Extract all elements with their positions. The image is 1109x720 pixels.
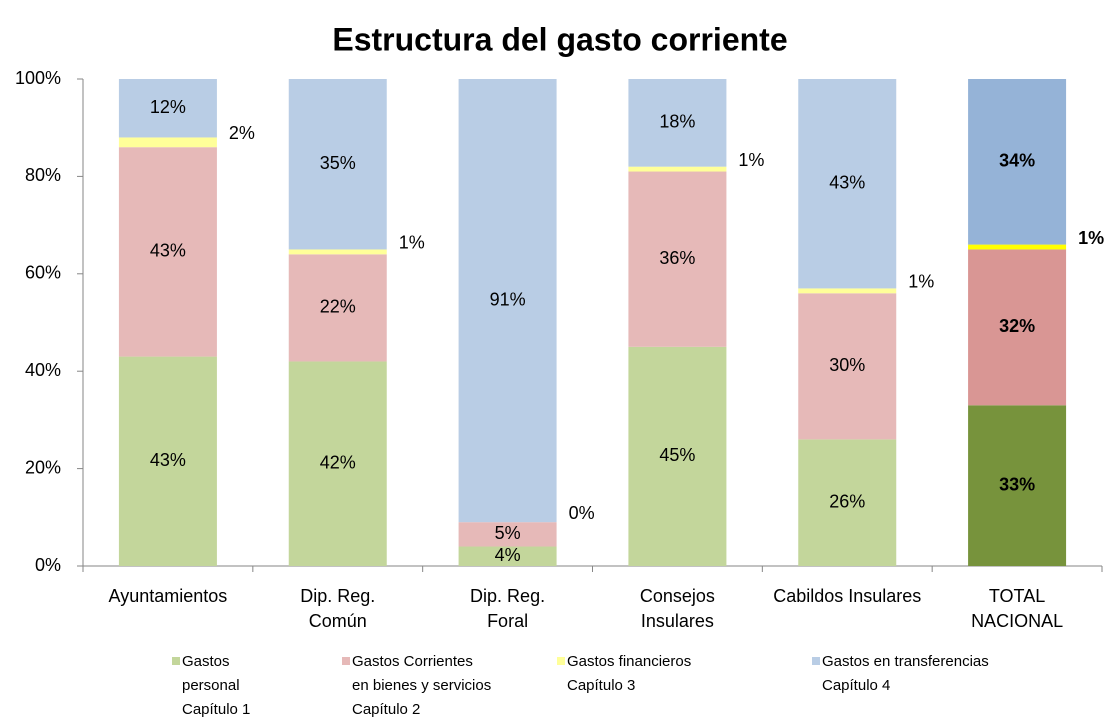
data-label: 30%	[829, 355, 865, 375]
data-label: 34%	[999, 151, 1035, 171]
bar-segment	[118, 79, 217, 138]
data-label: 33%	[999, 474, 1035, 494]
bar-segment	[798, 293, 897, 440]
bar-segment	[288, 249, 387, 255]
data-label: 42%	[320, 452, 356, 472]
data-label: 12%	[150, 97, 186, 117]
x-tick-label: Cabildos Insulares	[773, 586, 921, 606]
bar-segment	[118, 147, 217, 357]
data-label: 36%	[659, 248, 695, 268]
data-label: 22%	[320, 297, 356, 317]
data-label: 1%	[399, 233, 425, 253]
bar-segment	[118, 137, 217, 148]
x-tick-label: Ayuntamientos	[109, 586, 228, 606]
bar-segment	[628, 166, 727, 172]
data-label: 32%	[999, 316, 1035, 336]
y-tick-label: 40%	[25, 360, 61, 380]
legend-label: en bienes y servicios	[352, 677, 491, 694]
legend-label: Capítulo 1	[182, 701, 250, 718]
y-tick-label: 0%	[35, 555, 61, 575]
data-label: 43%	[150, 450, 186, 470]
data-label: 1%	[908, 272, 934, 292]
x-tick-label: Dip. Reg.	[300, 586, 375, 606]
bar-segment	[118, 356, 217, 566]
bar-segment	[458, 546, 557, 566]
legend-label: Gastos Corrientes	[352, 653, 473, 670]
x-tick-label: Común	[309, 611, 367, 631]
data-label: 43%	[829, 172, 865, 192]
data-label: 43%	[150, 241, 186, 261]
x-tick-label: Foral	[487, 611, 528, 631]
bar-segment	[798, 79, 897, 289]
x-tick-label: TOTAL	[989, 586, 1045, 606]
y-tick-label: 80%	[25, 165, 61, 185]
x-tick-label: NACIONAL	[971, 611, 1063, 631]
bar-segment	[288, 79, 387, 250]
bar-segment	[798, 288, 897, 294]
legend-swatch	[812, 657, 820, 665]
y-tick-label: 60%	[25, 263, 61, 283]
legend-label: Capítulo 2	[352, 701, 420, 718]
legend-label: Capítulo 3	[567, 677, 635, 694]
legend-label: Capítulo 4	[822, 677, 890, 694]
legend-label: Gastos	[182, 653, 230, 670]
chart-title: Estructura del gasto corriente	[332, 21, 787, 57]
data-label: 0%	[569, 503, 595, 523]
bar-segment	[968, 405, 1067, 566]
y-tick-label: 20%	[25, 457, 61, 477]
bar-segment	[798, 439, 897, 566]
data-label: 18%	[659, 112, 695, 132]
legend-swatch	[172, 657, 180, 665]
bar-segment	[628, 79, 727, 167]
bar-segment	[628, 346, 727, 566]
bar-segment	[458, 522, 557, 547]
bar-segment	[628, 171, 727, 347]
data-label: 1%	[1078, 228, 1104, 248]
legend-label: personal	[182, 677, 240, 694]
legend-label: Gastos financieros	[567, 653, 691, 670]
data-label: 91%	[490, 289, 526, 309]
data-label: 35%	[320, 153, 356, 173]
bar-segment	[968, 249, 1067, 406]
data-label: 4%	[495, 545, 521, 565]
bar-segment	[458, 79, 557, 523]
legend-swatch	[557, 657, 565, 665]
y-tick-label: 100%	[15, 68, 61, 88]
data-label: 26%	[829, 491, 865, 511]
legend-label: Gastos en transferencias	[822, 653, 989, 670]
data-label: 5%	[495, 523, 521, 543]
bar-segment	[968, 244, 1067, 250]
bar-segment	[288, 254, 387, 362]
data-label: 45%	[659, 445, 695, 465]
x-tick-label: Consejos	[640, 586, 715, 606]
bar-segment	[968, 79, 1067, 245]
x-tick-label: Dip. Reg.	[470, 586, 545, 606]
data-label: 1%	[738, 150, 764, 170]
data-label: 2%	[229, 123, 255, 143]
x-tick-label: Insulares	[641, 611, 714, 631]
legend-swatch	[342, 657, 350, 665]
bar-segment	[288, 361, 387, 566]
